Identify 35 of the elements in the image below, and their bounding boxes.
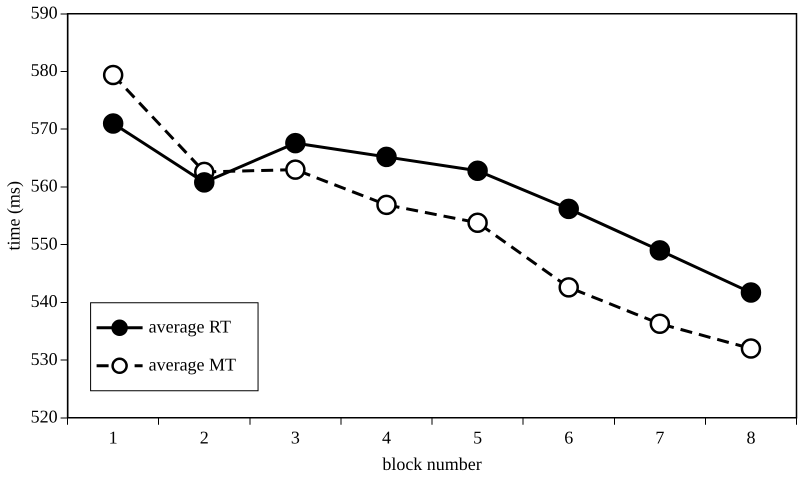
y-tick-label: 550 xyxy=(30,233,58,254)
point xyxy=(467,160,488,182)
y-tick-label: 570 xyxy=(30,118,58,138)
x-axis-title: block number xyxy=(382,454,482,474)
y-tick-label: 520 xyxy=(30,406,58,427)
x-tick-label: 6 xyxy=(564,427,574,448)
x-tick-label: 1 xyxy=(108,427,118,448)
x-tick-label: 8 xyxy=(746,427,756,448)
y-tick-label: 540 xyxy=(30,291,58,312)
legend-label: average MT xyxy=(148,354,236,375)
point xyxy=(558,198,579,220)
y-tick-label: 590 xyxy=(30,2,58,23)
point xyxy=(740,338,762,359)
x-tick-label: 3 xyxy=(290,427,300,448)
point xyxy=(558,277,579,298)
y-tick-label: 580 xyxy=(30,60,58,80)
x-tick-label: 2 xyxy=(200,427,209,448)
x-tick-label: 7 xyxy=(655,427,664,448)
point xyxy=(650,240,670,261)
point xyxy=(194,172,215,193)
x-tick-label: 5 xyxy=(473,427,482,448)
point xyxy=(467,212,488,233)
y-axis-title: time (ms) xyxy=(4,181,24,251)
point xyxy=(102,113,124,134)
legend-label: average RT xyxy=(148,316,231,337)
point xyxy=(740,282,762,303)
point xyxy=(376,194,397,216)
y-tick-label: 560 xyxy=(30,176,58,196)
y-tick-label: 530 xyxy=(30,348,58,369)
point xyxy=(285,132,306,154)
x-tick-label: 4 xyxy=(382,427,391,448)
point xyxy=(102,64,124,86)
point xyxy=(376,146,397,168)
point xyxy=(650,313,670,334)
point xyxy=(285,159,306,180)
